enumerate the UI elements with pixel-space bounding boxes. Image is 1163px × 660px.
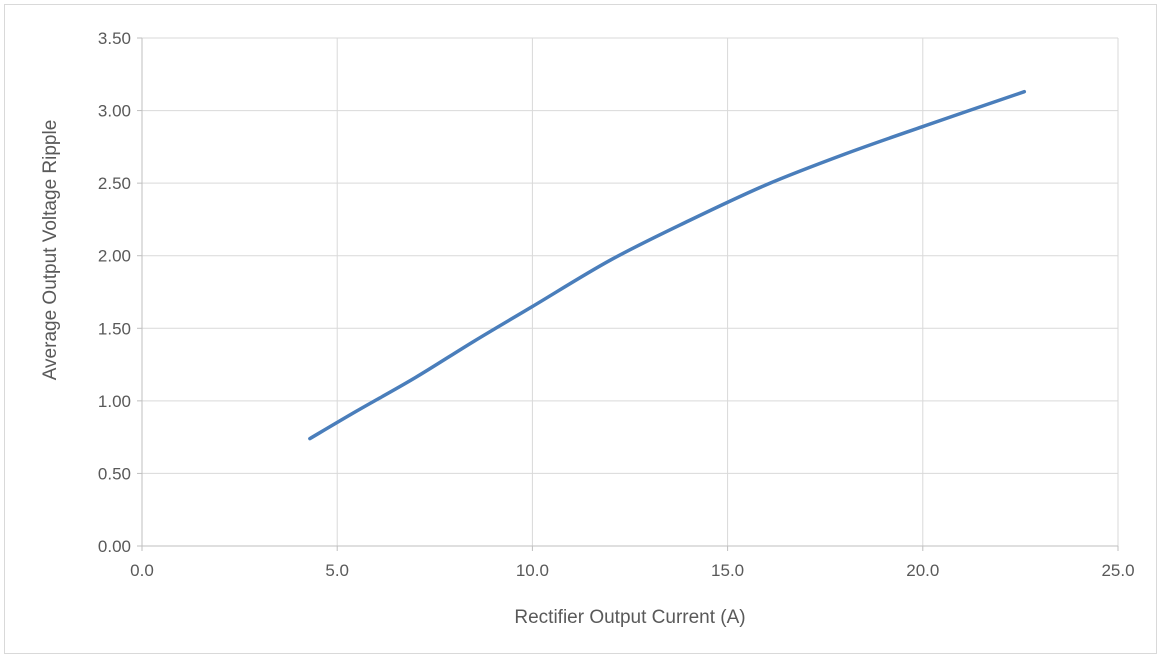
x-tick-label: 20.0 bbox=[906, 561, 939, 580]
y-tick-label: 0.50 bbox=[98, 464, 131, 483]
x-tick-label: 15.0 bbox=[711, 561, 744, 580]
y-tick-label: 1.50 bbox=[98, 319, 131, 338]
y-tick-label: 1.00 bbox=[98, 392, 131, 411]
y-tick-label: 2.50 bbox=[98, 174, 131, 193]
x-tick-label: 10.0 bbox=[516, 561, 549, 580]
x-axis-title: Rectifier Output Current (A) bbox=[514, 607, 745, 628]
y-axis-title: Average Output Voltage Ripple bbox=[40, 120, 61, 381]
y-tick-label: 3.00 bbox=[98, 102, 131, 121]
series-layer bbox=[308, 89, 1027, 441]
series-line bbox=[308, 89, 1027, 441]
y-tick-label: 3.50 bbox=[98, 29, 131, 48]
gridlines bbox=[142, 37, 1119, 546]
x-tick-label: 5.0 bbox=[325, 561, 349, 580]
y-tick-label: 2.00 bbox=[98, 247, 131, 266]
x-tick-labels: 0.0 5.0 10.0 15.0 20.0 25.0 bbox=[130, 561, 1134, 580]
y-tick-labels: 0.00 0.50 1.00 1.50 2.00 2.50 3.00 3.50 bbox=[98, 29, 131, 556]
y-tick-label: 0.00 bbox=[98, 537, 131, 556]
axes bbox=[137, 37, 1119, 551]
x-tick-label: 25.0 bbox=[1101, 561, 1134, 580]
x-tick-label: 0.0 bbox=[130, 561, 154, 580]
